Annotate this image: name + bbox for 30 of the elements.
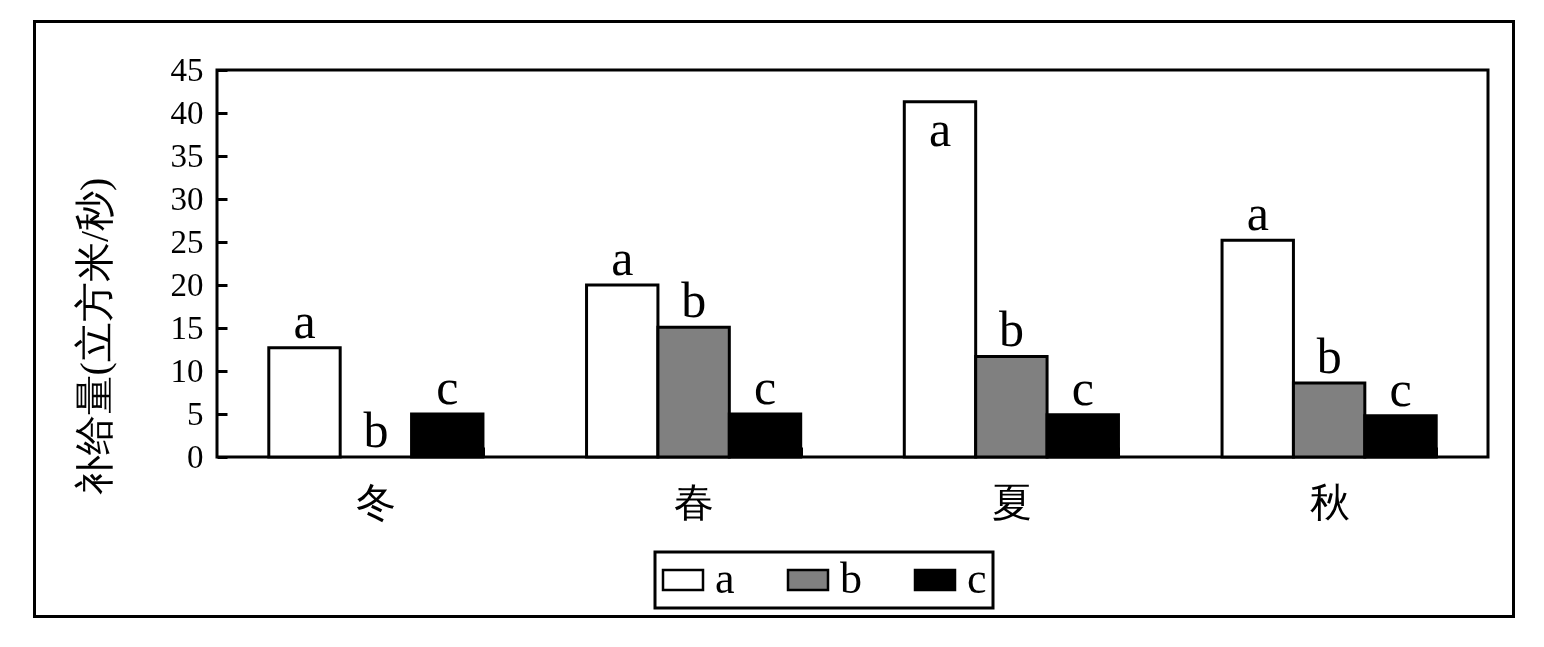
data-label: c: [1389, 360, 1412, 417]
data-label: c: [1071, 359, 1094, 416]
legend-label: c: [967, 554, 987, 603]
y-tick-label: 5: [187, 395, 204, 432]
data-label: b: [681, 272, 707, 329]
data-label: c: [436, 359, 459, 415]
legend-label: a: [715, 554, 735, 603]
y-tick-label: 15: [170, 309, 204, 346]
x-tick-label: 夏: [991, 479, 1032, 525]
y-tick-label: 30: [170, 180, 204, 217]
data-label: a: [928, 100, 952, 157]
data-label: b: [998, 301, 1024, 358]
data-label: a: [1246, 185, 1269, 242]
data-label: c: [753, 359, 777, 415]
y-tick-label: 25: [170, 223, 204, 260]
data-label: a: [611, 230, 634, 286]
data-label: a: [293, 292, 316, 349]
y-tick-label: 20: [170, 266, 204, 303]
y-tick-label: 45: [170, 51, 204, 88]
y-axis-title: 补给量(立方米/秒): [71, 177, 117, 496]
data-label: b: [1316, 328, 1342, 385]
legend-label: b: [840, 554, 862, 603]
y-tick-label: 35: [170, 137, 204, 174]
data-label: b: [363, 402, 389, 458]
x-tick-label: 春: [674, 479, 715, 525]
y-tick-label: 0: [187, 438, 204, 475]
x-tick-label: 秋: [1309, 479, 1350, 525]
y-tick-label: 10: [170, 352, 204, 389]
x-tick-label: 冬: [356, 479, 397, 525]
y-tick-label: 40: [170, 94, 204, 131]
